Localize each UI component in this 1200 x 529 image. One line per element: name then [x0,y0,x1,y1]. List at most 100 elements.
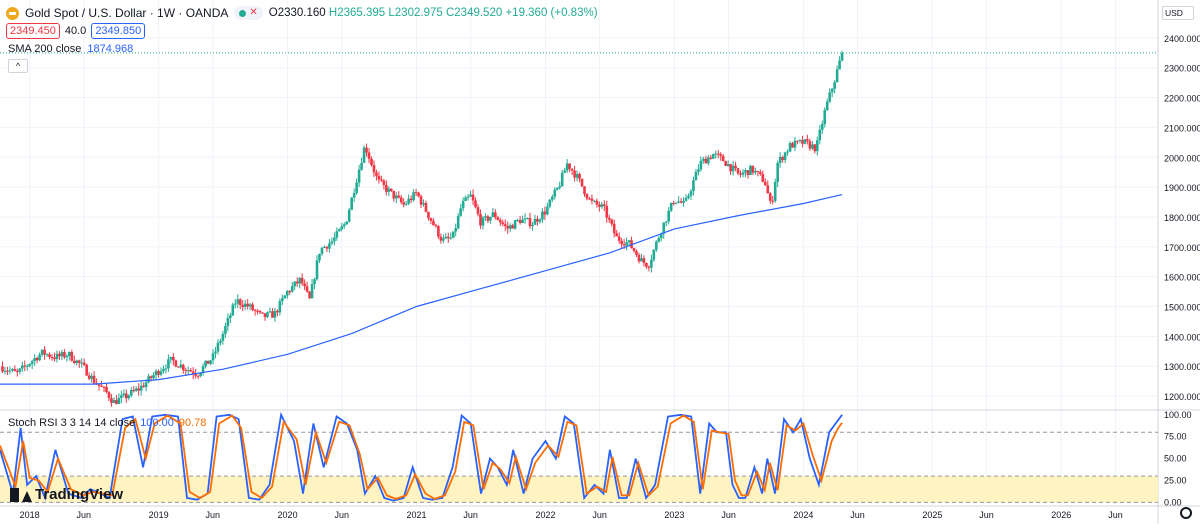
candle-body [394,195,398,199]
candle-body [709,157,713,159]
candle-body [605,205,609,218]
candle-body [828,92,831,102]
candle-body [33,357,36,362]
candle-body [778,156,782,163]
candle-body [808,141,812,149]
candle-body [446,236,450,239]
candle-body [553,189,557,197]
candle-body [739,173,742,175]
candle-body [459,208,462,216]
candle-body [489,216,492,221]
candle-body [162,368,165,372]
candle-body [803,139,807,144]
candle-body [179,364,183,368]
candle-body [392,190,396,199]
time-tick-label: Jun [334,510,349,520]
candle-body [293,281,297,287]
candle-body [261,312,264,314]
candle-body [536,218,539,222]
candle-body [669,202,673,211]
candle-body [729,164,732,172]
candle-body [129,389,133,396]
candle-body [360,162,363,170]
candle-body [773,181,777,201]
candle-body [3,370,7,372]
candle-body [65,356,69,358]
candle-body [402,202,405,205]
price-tick-label: 1700.000 [1164,243,1200,253]
candle-body [437,226,440,237]
candle-body [38,354,41,361]
candle-body [132,389,136,391]
candle-body [70,351,74,361]
candle-body [80,362,84,364]
collapse-legend-button[interactable]: ^ [8,59,28,73]
candle-body [256,310,259,312]
candle-body [285,291,289,296]
candle-body [320,247,324,254]
market-status-toggle[interactable]: ✕ [234,6,263,20]
sma-legend[interactable]: SMA 200 close 1874.968 [8,43,133,55]
time-tick-label: 2020 [278,510,298,520]
candle-body [521,219,524,224]
time-tick-label: Jun [1108,510,1123,520]
candle-body [620,240,623,245]
currency-selector[interactable]: USD [1162,6,1194,20]
candle-body [484,216,487,218]
candle-body [756,171,760,173]
tradingview-logo[interactable]: TradingView [10,486,123,503]
candle-body [615,233,618,237]
candle-body [674,202,678,204]
candle-body [637,254,641,262]
stoch-rsi-d-value: 90.78 [178,417,207,429]
candle-body [724,161,727,166]
candle-body [72,360,76,363]
candle-body [687,195,690,198]
candle-body [692,180,695,192]
candle-body [13,369,17,372]
settings-gear-icon[interactable] [1180,507,1192,519]
candle-body [288,291,292,293]
sma-value: 1874.968 [87,43,134,55]
candle-body [786,151,789,153]
candle-body [486,216,490,221]
price-tick-label: 1800.000 [1164,213,1200,223]
candle-body [263,313,267,318]
candle-body [451,231,455,238]
time-tick-label: 2018 [20,510,40,520]
candle-body [53,357,56,360]
candle-body [476,207,480,215]
candle-body [273,310,277,318]
candle-body [682,200,685,203]
candle-body [11,369,14,371]
time-tick-label: 2019 [149,510,169,520]
candle-body [313,279,316,285]
candle-body [290,286,294,292]
candle-body [63,352,66,358]
buy-button[interactable]: 2349.850 [91,23,146,39]
candle-body [632,248,636,252]
candle-body [610,219,614,224]
candle-body [588,198,591,200]
candle-body [181,364,185,371]
candle-body [481,217,485,226]
candle-body [498,220,502,223]
candle-body [672,202,675,204]
sell-button[interactable]: 2349.450 [6,23,60,39]
candle-body [412,192,415,201]
candle-body [149,376,153,379]
candle-body [593,200,596,202]
symbol-title[interactable]: Gold Spot / U.S. Dollar · 1W · OANDA [25,6,229,20]
candle-body [543,211,547,215]
candle-body [622,244,626,246]
candle-body [417,192,420,197]
candle-body [137,388,140,391]
candle-body [325,246,329,249]
rsi-tick-label: 50.00 [1164,454,1187,464]
candle-body [407,198,410,204]
stoch-rsi-legend[interactable]: Stoch RSI 3 3 14 14 close 100.00 90.78 [8,417,206,429]
candle-body [144,382,148,388]
time-tick-label: Jun [206,510,221,520]
candle-body [533,218,537,225]
